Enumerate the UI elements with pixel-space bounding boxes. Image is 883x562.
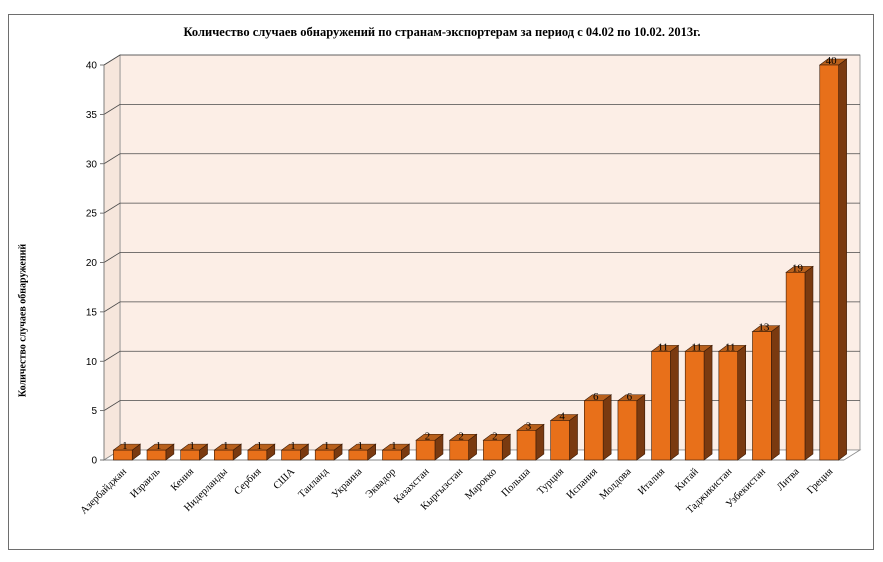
bar xyxy=(113,449,133,461)
category-label: Украина xyxy=(330,466,364,500)
category-label: Эквадор xyxy=(364,466,398,500)
category-label: США xyxy=(272,466,298,492)
category-label: Азербайджан xyxy=(79,466,130,517)
category-label: Греция xyxy=(805,466,835,496)
bar xyxy=(214,449,234,461)
category-label: Польша xyxy=(500,466,533,499)
gridline xyxy=(103,153,860,165)
bar-side xyxy=(602,394,612,461)
data-label: 6 xyxy=(593,391,599,403)
gridline xyxy=(103,54,860,66)
bar xyxy=(752,331,772,461)
y-tick-label: 5 xyxy=(91,406,97,417)
data-label: 2 xyxy=(425,430,431,442)
data-label: 1 xyxy=(223,440,229,452)
bar xyxy=(348,449,368,461)
data-label: 3 xyxy=(526,420,532,432)
gridline xyxy=(103,400,860,411)
bar xyxy=(281,449,301,461)
bar-side xyxy=(771,325,780,461)
bar-side xyxy=(670,344,679,461)
bar xyxy=(584,400,604,461)
y-tick-label: 15 xyxy=(86,307,98,318)
category-label: Турция xyxy=(535,466,566,497)
category-label: Кения xyxy=(169,466,196,493)
y-tick-label: 35 xyxy=(86,110,98,121)
category-label: Италия xyxy=(636,466,667,497)
bar-side xyxy=(838,58,847,461)
gridline xyxy=(103,252,860,263)
data-label: 1 xyxy=(122,440,128,452)
data-label: 1 xyxy=(391,440,397,452)
bar xyxy=(146,449,167,461)
category-label: Сербия xyxy=(232,466,263,497)
bar-side xyxy=(636,394,646,461)
data-label: 11 xyxy=(725,341,736,353)
bar xyxy=(550,420,570,461)
data-label: 11 xyxy=(691,341,702,353)
y-tick-label: 0 xyxy=(91,456,97,467)
data-label: 1 xyxy=(324,440,330,452)
bar xyxy=(247,449,268,461)
bar xyxy=(415,439,436,461)
bar xyxy=(180,449,200,461)
category-label: Израиль xyxy=(128,466,162,500)
data-label: 2 xyxy=(492,430,498,442)
data-label: 1 xyxy=(257,440,263,452)
data-label: 19 xyxy=(792,262,804,274)
bar xyxy=(651,351,671,461)
bar xyxy=(382,449,402,461)
category-label: Китай xyxy=(673,466,701,494)
bar xyxy=(819,64,839,461)
data-label: 6 xyxy=(627,391,633,403)
bar xyxy=(314,449,335,461)
y-tick-label: 20 xyxy=(86,258,98,269)
y-tick-label: 30 xyxy=(86,159,98,170)
chart-title: Количество случаев обнаружений по страна… xyxy=(183,25,701,39)
bar-side xyxy=(569,413,578,461)
gridline xyxy=(103,350,860,362)
y-tick-label: 40 xyxy=(86,61,98,72)
bar xyxy=(617,400,638,461)
bar-side xyxy=(703,344,713,461)
bar xyxy=(718,351,738,461)
bar xyxy=(516,430,537,461)
bar-side xyxy=(737,344,746,461)
bar xyxy=(684,351,705,461)
bar xyxy=(483,439,503,461)
y-tick-label: 10 xyxy=(86,357,98,368)
bar-side xyxy=(804,265,814,461)
bar xyxy=(449,439,469,461)
data-label: 2 xyxy=(458,430,464,442)
category-label: Литва xyxy=(775,466,802,493)
data-label: 1 xyxy=(290,440,296,452)
category-label: Испания xyxy=(565,466,600,501)
category-label: Молдова xyxy=(598,466,634,502)
y-tick-label: 25 xyxy=(86,209,98,220)
gridline xyxy=(103,202,860,214)
gridline xyxy=(103,301,860,313)
data-label: 13 xyxy=(758,322,770,334)
data-label: 1 xyxy=(358,440,364,452)
gridline xyxy=(103,103,860,115)
data-label: 1 xyxy=(156,440,162,452)
category-label: Марокко xyxy=(463,466,499,502)
category-label: Таиланд xyxy=(297,466,332,501)
bar xyxy=(785,272,806,461)
data-label: 4 xyxy=(559,411,565,423)
data-label: 40 xyxy=(826,55,838,67)
data-label: 11 xyxy=(658,341,669,353)
data-label: 1 xyxy=(189,440,195,452)
